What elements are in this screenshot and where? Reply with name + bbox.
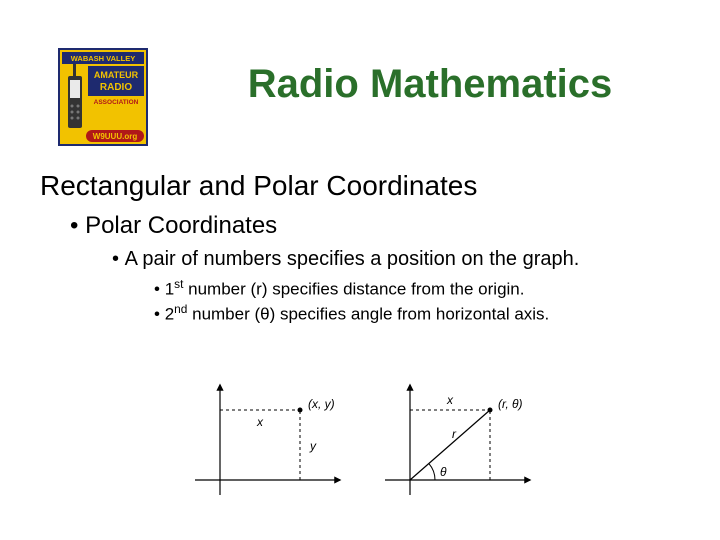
slide-title: Radio Mathematics	[170, 62, 690, 107]
bullet-l3a: • 1st number (r) specifies distance from…	[154, 277, 680, 300]
bullet-l1: • Polar Coordinates	[70, 212, 680, 240]
rect-x-label: x	[256, 415, 264, 429]
l3b-sup: nd	[174, 302, 187, 316]
bullet-mark: •	[112, 248, 119, 270]
logo-banner-mid2: RADIO	[100, 82, 132, 93]
rect-y-label: y	[309, 439, 317, 453]
l3a-pre: 1	[165, 280, 174, 299]
bullet-l2: • A pair of numbers specifies a position…	[112, 248, 680, 271]
polar-theta-label: θ	[440, 465, 447, 479]
slide-content: Rectangular and Polar Coordinates • Pola…	[40, 170, 680, 327]
bullet-mark: •	[154, 280, 160, 299]
logo-callsign: W9UUU.org	[93, 132, 138, 141]
org-logo: WABASH VALLEY AMATEUR RADIO ASSOCIATION …	[58, 48, 148, 146]
polar-x-label: x	[446, 393, 454, 407]
bullet-mark: •	[70, 212, 78, 239]
rect-diagram: (x, y) x y	[195, 385, 340, 495]
l1-text: Polar Coordinates	[85, 212, 277, 239]
logo-banner-mid1: AMATEUR	[94, 70, 139, 80]
l2-text: A pair of numbers specifies a position o…	[125, 248, 580, 270]
logo-sub: ASSOCIATION	[94, 99, 139, 106]
heading: Rectangular and Polar Coordinates	[40, 170, 680, 202]
l3b-post: number (θ) specifies angle from horizont…	[187, 305, 549, 324]
logo-banner-top: WABASH VALLEY	[71, 54, 135, 63]
polar-diagram: (r, θ) x r θ	[385, 385, 530, 495]
rect-point-label: (x, y)	[308, 397, 335, 411]
l3a-post: number (r) specifies distance from the o…	[183, 280, 524, 299]
l3b-pre: 2	[165, 305, 174, 324]
coordinate-diagrams: (x, y) x y (r, θ) x r θ	[0, 370, 720, 515]
bullet-mark: •	[154, 305, 160, 324]
bullet-l3b: • 2nd number (θ) specifies angle from ho…	[154, 302, 680, 325]
polar-point-label: (r, θ)	[498, 397, 523, 411]
